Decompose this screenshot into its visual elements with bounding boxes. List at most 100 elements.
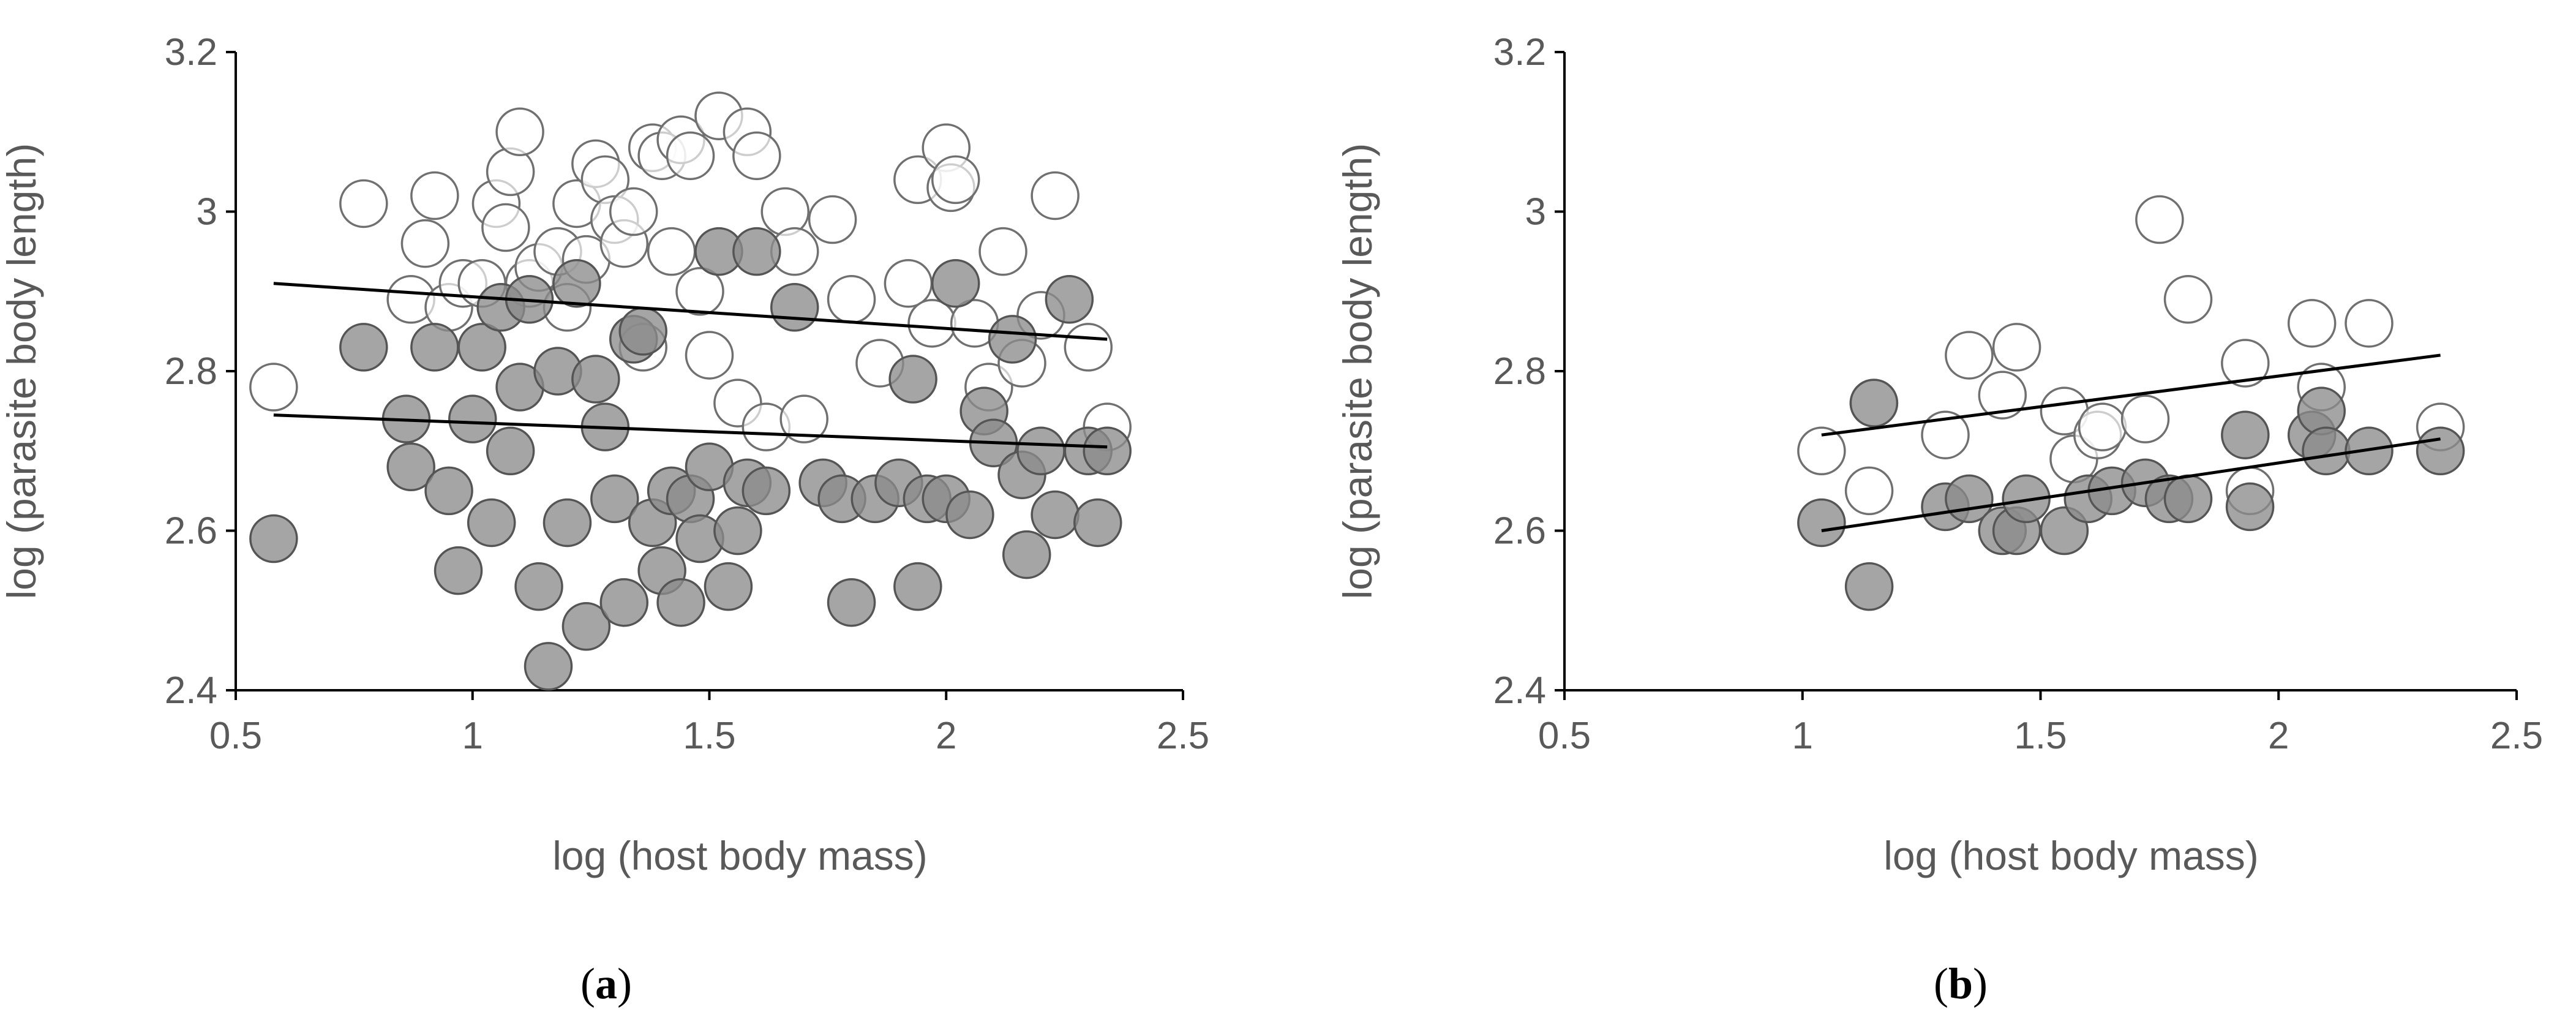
panel-a-filled-point xyxy=(893,562,942,611)
panel-b-filled-point xyxy=(2416,426,2465,475)
panel-a-filled-point xyxy=(434,546,483,595)
panel-a-caption-close: ) xyxy=(617,959,632,1008)
panel-b-chart: 2.4 2.6 2.8 3 3.2 0.5 1 1.5 2 2.5 log (host body m… xyxy=(1335,31,2543,878)
panel-a-filled-point xyxy=(1002,530,1051,579)
panel-a-open-point xyxy=(907,299,956,348)
panel-a-filled-point xyxy=(386,442,435,492)
panel-a-x-tick-label: 1 xyxy=(462,715,483,757)
panel-a-filled-point xyxy=(931,258,980,308)
panel-b-open-point xyxy=(1844,466,1894,516)
panel-a-filled-point xyxy=(742,466,791,516)
panel-b-y-tick-label: 2.6 xyxy=(1493,510,1546,552)
panel-a-open-point xyxy=(481,203,530,252)
panel-a-open-point xyxy=(1064,323,1113,372)
panel-a-y-tick-label: 2.6 xyxy=(165,510,217,552)
panel-b-open-point xyxy=(1797,426,1846,475)
panel-a-open-point xyxy=(1031,171,1080,220)
panel-a-open-point xyxy=(675,267,724,316)
panel-b-open-point xyxy=(2078,402,2127,451)
panel-b-open-point xyxy=(1945,331,1994,380)
panel-a-filled-point xyxy=(249,514,298,563)
panel-a-x-tick-label: 2 xyxy=(936,715,956,757)
panel-b-x-tick-label: 0.5 xyxy=(1538,715,1591,757)
panel-a-filled-point xyxy=(770,283,819,332)
panel-a-open-point xyxy=(609,187,658,236)
panel-b-x-tick-label: 1 xyxy=(1792,715,1813,757)
panel-a-chart: 2.4 2.6 2.8 3 3.2 0.5 1 1.5 2 2.5 log (host body m… xyxy=(0,31,1209,878)
panel-b-open-point xyxy=(2120,394,2170,443)
panel-a-filled-point xyxy=(1031,490,1080,540)
panel-a-caption-letter: a xyxy=(595,959,617,1008)
panel-b-open-fit-line xyxy=(1821,353,2441,437)
panel-a-filled-point xyxy=(827,578,876,627)
panel-a-caption-open: ( xyxy=(580,959,595,1008)
panel-a-open-point xyxy=(666,131,715,181)
panel-a-filled-point xyxy=(1045,275,1094,324)
panel-a-filled-point xyxy=(599,578,649,627)
panel-b-x-tick-label: 2 xyxy=(2268,715,2289,757)
panel-a-filled-point xyxy=(590,474,639,524)
panel-a-filled-point xyxy=(1073,498,1122,548)
panel-b-filled-point xyxy=(1797,498,1846,548)
panel-a-open-fit-line xyxy=(273,282,1108,341)
panel-a-open-point xyxy=(249,363,298,412)
panel-b-y-tick-label: 2.8 xyxy=(1493,350,1546,393)
panel-b-y-tick-label: 2.4 xyxy=(1493,669,1546,712)
panel-a-filled-point xyxy=(410,323,459,372)
panel-b-x-tick-label: 1.5 xyxy=(2014,715,2067,757)
panel-a-x-tick-label: 2.5 xyxy=(1157,715,1209,757)
panel-a-filled-point xyxy=(732,227,781,276)
panel-b-open-point xyxy=(1921,410,1970,459)
panel-b-filled-fit-line xyxy=(1821,437,2441,532)
panel-b-caption-close: ) xyxy=(1973,959,1988,1008)
panel-a-y-tick-label: 3 xyxy=(197,191,217,233)
panel-a-filled-point xyxy=(552,258,601,308)
panel-a-open-point xyxy=(978,227,1027,276)
panel-a-filled-point xyxy=(618,307,667,356)
panel-a-filled-point xyxy=(1083,426,1132,475)
panel-a-filled-point xyxy=(571,355,620,404)
panel-a-filled-point xyxy=(339,323,388,372)
panel-b-open-point xyxy=(1978,371,2027,420)
panel-b-open-point xyxy=(2135,195,2184,244)
panel-a-open-point xyxy=(400,219,450,268)
panel-a-y-tick-label: 3.2 xyxy=(165,31,217,73)
panel-a-filled-point xyxy=(888,355,937,404)
panel-b-open-point xyxy=(1992,323,2041,372)
panel-a-filled-point xyxy=(467,498,516,548)
panel-a-open-point xyxy=(760,187,810,236)
panel-b-filled-point xyxy=(1844,562,1894,611)
panel-b-open-point xyxy=(2287,299,2337,348)
panel-a-open-point xyxy=(647,227,696,276)
panel-b-caption: (b) xyxy=(1934,959,1988,1008)
panel-a-filled-point xyxy=(448,394,497,443)
panel-a-open-point xyxy=(685,331,734,380)
panel-b-y-axis-label: log (parasite body length) xyxy=(1335,143,1380,600)
panel-a-y-tick-label: 2.4 xyxy=(165,669,217,712)
panel-b-x-axis-label: log (host body mass) xyxy=(1883,833,2259,878)
panel-a-caption: (a) xyxy=(580,959,632,1008)
panel-a-open-point xyxy=(732,131,781,181)
panel-b-filled-point xyxy=(2002,474,2051,524)
panel-a-open-point xyxy=(339,179,388,228)
panel-b-open-point xyxy=(2163,275,2213,324)
panel-a-y-axis-label: log (parasite body length) xyxy=(0,143,44,600)
panel-a-x-tick-label: 0.5 xyxy=(209,715,262,757)
panel-a-open-point xyxy=(827,275,876,324)
panel-b-y-tick-label: 3 xyxy=(1525,191,1546,233)
panel-a-open-point xyxy=(884,258,933,308)
panel-a-filled-point xyxy=(524,642,573,691)
panel-a-filled-point xyxy=(704,562,753,611)
panel-a-filled-point xyxy=(945,490,994,540)
panel-a-filled-point xyxy=(514,562,563,611)
panel-a-filled-point xyxy=(988,315,1037,364)
panel-a-filled-point xyxy=(1016,426,1065,475)
panel-b-filled-point xyxy=(2225,482,2275,532)
panel-b-filled-point xyxy=(2302,426,2351,475)
panel-a-open-point xyxy=(410,171,459,220)
panel-b-caption-letter: b xyxy=(1948,959,1973,1008)
panel-a-open-point xyxy=(495,107,544,156)
panel-b-filled-point xyxy=(2221,410,2270,459)
panel-b-x-tick-label: 2.5 xyxy=(2490,715,2543,757)
